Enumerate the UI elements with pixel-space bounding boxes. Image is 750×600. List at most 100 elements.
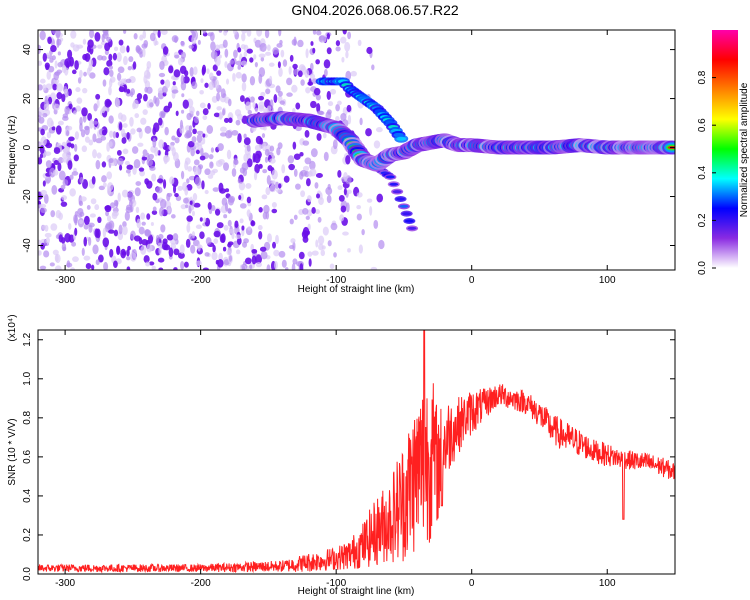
- spectrogram-noise-blob: [171, 35, 179, 43]
- spectrogram-noise-blob: [38, 239, 42, 246]
- spectrogram-noise-blob: [293, 168, 298, 177]
- spectrogram-noise-blob: [158, 117, 163, 126]
- spectrogram-x-tick-label: -200: [191, 275, 211, 286]
- spectrogram-noise-blob: [227, 208, 232, 214]
- spectrogram-noise-blob: [217, 143, 224, 151]
- spectrogram-noise-blob: [263, 108, 269, 114]
- spectrogram-noise-blob: [117, 66, 125, 74]
- spectrogram-noise-blob: [271, 202, 277, 208]
- spectrogram-noise-blob: [43, 250, 50, 258]
- spectrogram-noise-blob: [279, 39, 283, 45]
- spectrogram-noise-blob: [356, 213, 362, 221]
- spectrogram-noise-blob: [101, 129, 107, 136]
- spectrogram-noise-blob: [116, 157, 124, 166]
- spectrogram-noise-blob: [39, 145, 45, 154]
- spectrogram-noise-blob: [202, 115, 208, 121]
- spectrogram-noise-blob: [132, 61, 137, 70]
- spectrogram-noise-blob: [89, 72, 96, 79]
- spectrogram-noise-blob: [202, 137, 206, 145]
- colorbar: 0.0 0.2 0.4 0.6 0.8 Normalized spectral ampl…: [697, 30, 750, 275]
- spectrogram-noise-blob: [283, 175, 290, 183]
- spectrogram-noise-blob: [233, 157, 238, 165]
- spectrogram-noise-blob: [62, 152, 68, 159]
- spectrogram-noise-blob: [337, 100, 342, 106]
- spectrogram-noise-blob: [254, 39, 262, 48]
- spectrogram-noise-blob: [180, 40, 186, 48]
- spectrogram-noise-blob: [343, 172, 348, 182]
- spectrogram-noise-blob: [277, 90, 283, 97]
- spectrogram-noise-blob: [134, 187, 141, 197]
- spectrogram-noise-blob: [214, 79, 220, 90]
- spectrogram-noise-blob: [118, 224, 123, 235]
- spectrogram-lower-tail: [407, 226, 417, 230]
- spectrogram-noise-blob: [134, 113, 140, 119]
- spectrogram-noise-blob: [162, 46, 169, 55]
- spectrogram-noise-blob: [315, 239, 319, 248]
- spectrogram-noise-blob: [186, 178, 190, 184]
- spectrogram-noise-blob: [139, 34, 144, 41]
- spectrogram-noise-blob: [130, 128, 136, 135]
- spectrogram-noise-blob: [88, 30, 95, 39]
- spectrogram-noise-blob: [51, 30, 57, 35]
- spectrogram-noise-blob: [74, 131, 80, 140]
- spectrogram-noise-blob: [135, 206, 140, 214]
- spectrogram-noise-blob: [126, 164, 134, 170]
- spectrogram-noise-blob: [273, 260, 278, 270]
- spectrogram-noise-blob: [343, 187, 347, 196]
- spectrogram-noise-blob: [219, 111, 223, 120]
- spectrogram-noise-blob: [39, 265, 47, 270]
- spectrogram-noise-blob: [323, 59, 331, 69]
- spectrogram-noise-blob: [74, 227, 78, 237]
- spectrogram-noise-blob: [308, 78, 312, 86]
- spectrogram-noise-blob: [222, 246, 227, 252]
- spectrogram-noise-blob: [223, 224, 229, 231]
- spectrogram-noise-blob: [320, 249, 326, 257]
- spectrogram-noise-blob: [273, 94, 278, 103]
- spectrogram-noise-blob: [160, 79, 165, 85]
- spectrogram-y-tick-label: 40: [22, 44, 33, 56]
- spectrogram-noise-blob: [225, 130, 233, 139]
- spectrogram-noise-blob: [239, 95, 245, 102]
- spectrogram-noise-blob: [327, 240, 332, 247]
- spectrogram-noise-blob: [190, 148, 195, 157]
- spectrogram-noise-blob: [164, 79, 171, 89]
- spectrogram-noise-blob: [180, 51, 186, 59]
- spectrogram-noise-blob: [108, 158, 114, 164]
- spectrogram-noise-blob: [106, 142, 110, 152]
- spectrogram-noise-blob: [42, 52, 47, 62]
- spectrogram-noise-blob: [295, 183, 301, 190]
- spectrogram-noise-blob: [304, 157, 312, 165]
- spectrogram-noise-blob: [89, 119, 94, 129]
- spectrogram-noise-blob: [89, 213, 96, 218]
- snr-x-tick-label: -100: [326, 578, 346, 589]
- spectrogram-noise-blob: [241, 225, 245, 231]
- snr-y-tick-label: 1.2: [22, 332, 33, 346]
- spectrogram-noise-blob: [83, 71, 87, 77]
- spectrogram-noise-blob: [208, 154, 214, 160]
- spectrogram-noise-blob: [371, 64, 375, 71]
- spectrogram-y-axis-label: Frequency (Hz): [7, 116, 18, 185]
- spectrogram-noise-blob: [318, 35, 326, 41]
- spectrogram-noise-blob: [202, 133, 206, 138]
- spectrogram-noise-blob: [72, 44, 80, 52]
- spectrogram-noise-blob: [233, 49, 238, 59]
- spectrogram-noise-blob: [92, 120, 99, 125]
- spectrogram-noise-blob: [195, 110, 200, 117]
- spectrogram-noise-blob: [94, 228, 100, 238]
- spectrogram-noise-blob: [186, 223, 191, 233]
- spectrogram-noise-blob: [141, 156, 148, 161]
- spectrogram-noise-blob: [73, 143, 78, 152]
- spectrogram-noise-blob: [350, 70, 357, 77]
- spectrogram-noise-blob: [369, 205, 373, 216]
- spectrogram-noise-blob: [84, 125, 90, 136]
- colorbar-ticks: 0.0 0.2 0.4 0.6 0.8: [697, 70, 716, 275]
- spectrogram-noise-blob: [269, 184, 277, 193]
- spectrogram-noise-blob: [274, 181, 280, 189]
- spectrogram-noise-blob: [50, 120, 54, 128]
- spectrogram-noise-blob: [292, 63, 298, 70]
- spectrogram-noise-blob: [109, 69, 114, 78]
- spectrogram-lower-tail: [385, 175, 395, 179]
- spectrogram-noise-blob: [340, 205, 347, 213]
- spectrogram-noise-blob: [262, 168, 268, 174]
- spectrogram-noise-blob: [157, 178, 164, 184]
